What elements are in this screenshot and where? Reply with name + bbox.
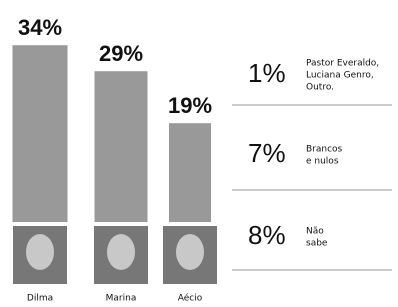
photo-face: [107, 234, 135, 270]
candidate-name: Aécio: [178, 293, 203, 304]
candidate-name: Dilma: [27, 294, 53, 304]
value-label: 19%: [168, 93, 212, 118]
photo-face: [26, 234, 54, 270]
option-label: sabe: [306, 239, 328, 249]
option-label: Pastor Everaldo,: [306, 59, 379, 69]
value-label: 29%: [99, 41, 143, 66]
percent-label: 7%: [248, 138, 286, 168]
chart: 34% Dilma 29% Marina 19% Aécio 1% Pastor Everal…: [0, 0, 398, 307]
option-label: Luciana Genro,: [306, 71, 374, 81]
value-label: 34%: [18, 15, 62, 40]
option-label: Outro.: [306, 83, 334, 93]
option-label: Brancos: [306, 145, 343, 155]
option-label: Não: [306, 227, 324, 237]
bar: [169, 123, 211, 222]
percent-label: 8%: [248, 220, 286, 250]
percent-label: 1%: [248, 58, 286, 88]
candidate-name: Marina: [106, 294, 137, 304]
bar: [95, 71, 148, 222]
bar: [13, 45, 68, 222]
option-label: e nulos: [306, 157, 339, 167]
photo-face: [176, 234, 204, 270]
